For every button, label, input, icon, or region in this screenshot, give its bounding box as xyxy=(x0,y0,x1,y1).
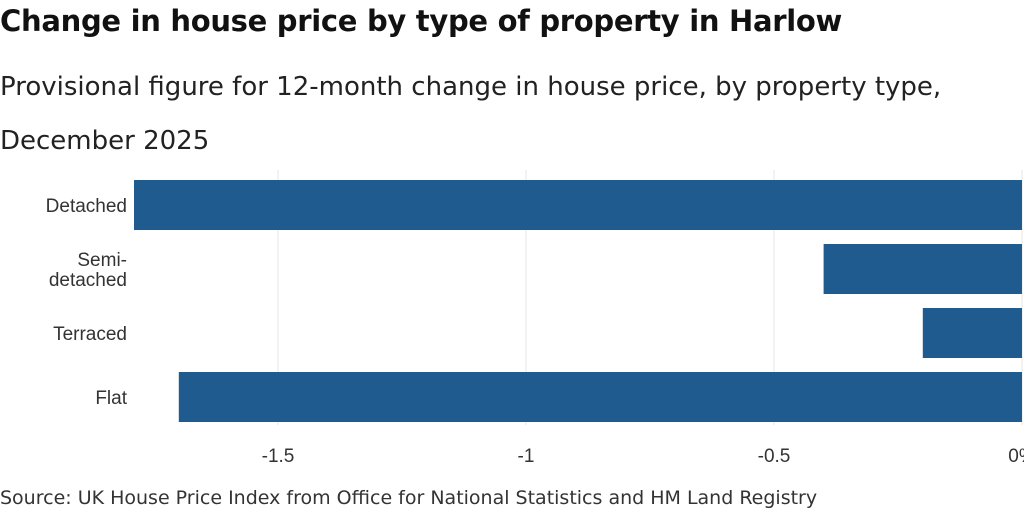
x-tick-labels: -1.5 -1 -0.5 0% xyxy=(262,446,1024,467)
bar-terraced xyxy=(922,308,1022,358)
source-note: Source: UK House Price Index from Office… xyxy=(0,487,818,509)
x-tick-label: -1 xyxy=(518,446,535,467)
category-label: Semi-detached xyxy=(49,250,127,291)
category-labels: Detached Semi-detached Terraced Flat xyxy=(46,196,128,409)
category-label: Terraced xyxy=(53,324,127,345)
bar-flat xyxy=(178,372,1023,422)
bar-detached xyxy=(134,180,1022,230)
x-tick-label: -0.5 xyxy=(758,446,791,467)
bars xyxy=(134,180,1023,422)
x-tick-label: 0% xyxy=(1008,446,1024,467)
chart-subtitle: Provisional figure for 12-month change i… xyxy=(0,72,942,156)
category-label: Detached xyxy=(46,196,127,217)
category-label: Flat xyxy=(95,388,127,409)
chart-title: Change in house price by type of propert… xyxy=(0,4,842,38)
bar-semi-detached xyxy=(823,244,1022,294)
x-tick-label: -1.5 xyxy=(262,446,295,467)
